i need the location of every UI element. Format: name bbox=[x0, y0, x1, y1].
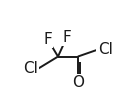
Text: F: F bbox=[43, 32, 52, 47]
Text: O: O bbox=[72, 75, 84, 90]
Text: Cl: Cl bbox=[98, 42, 113, 57]
Text: F: F bbox=[62, 30, 71, 45]
Text: Cl: Cl bbox=[23, 61, 38, 76]
